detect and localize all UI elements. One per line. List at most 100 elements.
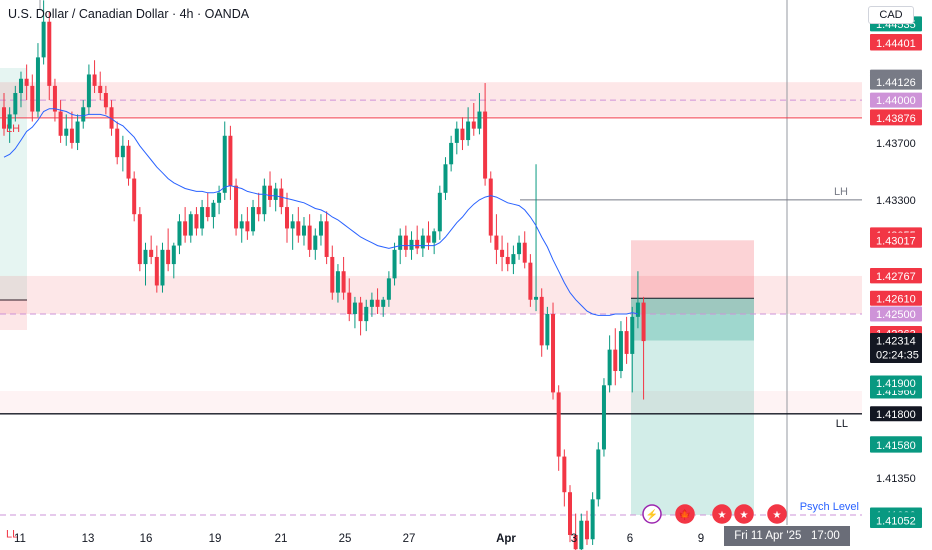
candle	[137, 214, 142, 265]
candle	[364, 306, 369, 322]
price-label-box	[870, 375, 922, 391]
candle	[534, 296, 539, 300]
supply-zone	[0, 275, 862, 314]
candle	[301, 225, 306, 236]
candle	[256, 207, 261, 215]
candle	[324, 221, 329, 257]
candle	[426, 235, 431, 243]
candle	[517, 242, 522, 255]
event-canada-flag-icon	[675, 504, 695, 524]
candle	[58, 111, 63, 136]
candle	[143, 249, 148, 265]
candle	[234, 185, 239, 229]
candle	[200, 207, 205, 229]
candle	[403, 235, 408, 250]
candle	[568, 492, 572, 535]
candle	[47, 21, 52, 86]
candle	[420, 235, 425, 249]
price-label: 1.43300	[876, 195, 916, 207]
candle	[35, 57, 40, 112]
candle	[7, 114, 12, 129]
candle	[273, 188, 278, 200]
position-profit-fill	[631, 298, 754, 341]
candle	[556, 392, 561, 457]
candle	[171, 245, 176, 265]
candle	[18, 78, 23, 94]
candle	[330, 256, 335, 293]
candle	[228, 135, 233, 186]
level-label: LL	[6, 529, 18, 541]
candle	[392, 249, 397, 279]
candle	[386, 278, 391, 300]
event-us-flag-icon	[712, 504, 732, 524]
price-label-box	[870, 306, 922, 322]
candle	[154, 256, 159, 286]
price-label-box	[870, 512, 922, 528]
candle	[347, 292, 352, 314]
candle	[641, 302, 646, 342]
event-canada-flag-icon-glyph: 🍁	[679, 508, 691, 521]
candle	[81, 107, 86, 122]
candle	[268, 185, 273, 200]
candle	[398, 235, 403, 250]
chart-title: U.S. Dollar / Canadian Dollar · 4h · OAN…	[8, 7, 250, 21]
candle	[279, 188, 284, 208]
event-us-flag-icon	[734, 504, 754, 524]
level-label: LH	[6, 123, 20, 135]
candle	[335, 271, 340, 293]
price-label: 1.41350	[876, 473, 916, 485]
candle	[511, 254, 516, 265]
candle	[160, 249, 165, 286]
x-tick-label: Apr	[496, 533, 516, 545]
candle	[177, 221, 182, 246]
candle	[188, 214, 193, 236]
crosshair-date-label: Fri 11 Apr '25 17:00	[724, 526, 850, 546]
price-label-box	[870, 290, 922, 306]
candle	[103, 93, 108, 108]
price-label-box	[870, 437, 922, 453]
candle	[545, 313, 550, 346]
candle	[211, 202, 216, 218]
moving-average-line	[3, 108, 639, 316]
price-label: 1.44126	[876, 77, 916, 89]
candle	[460, 128, 465, 141]
candle	[217, 192, 222, 203]
candle	[437, 192, 442, 232]
candle	[245, 221, 250, 232]
candle	[488, 178, 493, 236]
candle	[539, 296, 544, 346]
level-label: LL	[836, 418, 848, 430]
price-label-box	[870, 110, 922, 126]
candle	[358, 302, 363, 322]
candle	[64, 128, 69, 136]
candle	[194, 214, 199, 229]
price-label: 1.41052	[876, 515, 916, 527]
candle	[109, 107, 114, 129]
event-us-flag-icon	[767, 504, 787, 524]
candle	[52, 85, 57, 112]
price-label: 1.42767	[876, 271, 916, 283]
candle	[126, 145, 131, 179]
candle	[166, 249, 171, 265]
candle	[352, 302, 357, 314]
candle	[98, 85, 103, 94]
candle	[290, 221, 295, 229]
price-label: 1.41580	[876, 440, 916, 452]
x-tick-label: 19	[209, 533, 222, 545]
x-tick-label: 11	[14, 533, 26, 545]
x-tick-label: 9	[698, 533, 704, 545]
price-label-box	[870, 92, 922, 108]
candle	[505, 256, 510, 265]
level-label: Psych Level	[800, 501, 859, 513]
supply-zone	[0, 82, 862, 117]
level-label: LH	[834, 186, 848, 198]
price-label: 1.43700	[876, 138, 916, 150]
currency-selector[interactable]: CAD	[868, 6, 914, 24]
price-label-box	[870, 268, 922, 284]
candle	[477, 111, 482, 129]
price-label: 1.42610	[876, 293, 916, 305]
candle	[635, 302, 640, 317]
candle	[432, 231, 437, 243]
